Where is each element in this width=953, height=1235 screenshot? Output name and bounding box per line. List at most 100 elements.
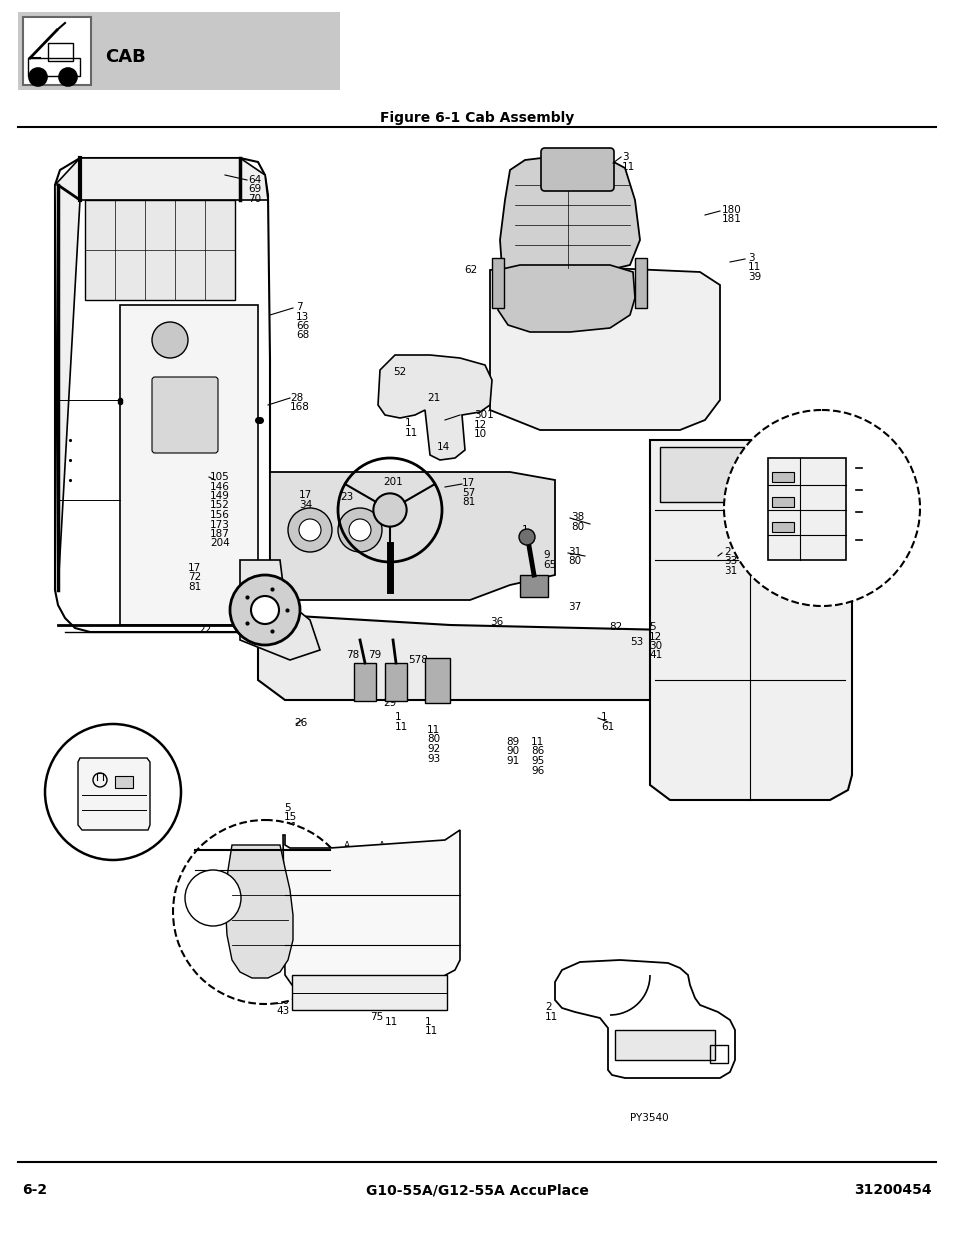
Circle shape (723, 410, 919, 606)
Text: 6-2: 6-2 (22, 1183, 47, 1197)
Text: 23: 23 (339, 492, 353, 501)
Text: 12: 12 (284, 947, 297, 957)
Text: 69: 69 (248, 184, 261, 194)
Text: 39: 39 (747, 272, 760, 282)
Text: 31200454: 31200454 (854, 1183, 931, 1197)
Text: 15: 15 (284, 813, 297, 823)
Text: 33: 33 (723, 557, 737, 567)
Text: 91: 91 (505, 756, 518, 766)
Bar (354, 663, 375, 701)
Bar (519, 576, 547, 597)
Text: 9: 9 (542, 550, 549, 559)
Bar (771, 522, 793, 532)
Circle shape (518, 529, 535, 545)
Bar (23, 17, 91, 85)
Polygon shape (55, 158, 270, 632)
Text: 11: 11 (405, 427, 417, 437)
Text: 1: 1 (405, 417, 411, 429)
Bar (385, 663, 407, 701)
Text: 146: 146 (210, 482, 230, 492)
Circle shape (152, 322, 188, 358)
Text: 3: 3 (621, 152, 628, 162)
Circle shape (349, 519, 371, 541)
Text: 22: 22 (198, 625, 211, 635)
Bar (292, 974, 447, 1010)
Text: 82: 82 (608, 622, 621, 632)
Text: 11: 11 (747, 263, 760, 273)
Text: 76: 76 (172, 892, 185, 902)
Text: 29: 29 (382, 698, 395, 708)
Circle shape (185, 869, 241, 926)
Text: 17: 17 (461, 478, 475, 488)
Circle shape (298, 519, 320, 541)
Circle shape (373, 493, 406, 526)
Circle shape (251, 597, 278, 624)
Text: 70: 70 (248, 194, 261, 204)
Polygon shape (225, 845, 293, 978)
Bar (659, 447, 834, 501)
Text: 301: 301 (474, 410, 494, 420)
Text: 80: 80 (571, 521, 583, 531)
Polygon shape (499, 157, 639, 272)
Text: 7: 7 (295, 303, 302, 312)
Text: 86: 86 (531, 746, 543, 757)
Polygon shape (78, 758, 150, 830)
Bar (28, 58, 80, 77)
Polygon shape (270, 472, 555, 600)
Text: 17: 17 (188, 563, 201, 573)
Polygon shape (490, 266, 720, 430)
Text: 168: 168 (290, 403, 310, 412)
Text: 20: 20 (275, 995, 289, 1007)
Text: 2: 2 (544, 1002, 551, 1011)
Text: 66: 66 (295, 321, 309, 331)
Text: 201: 201 (382, 477, 402, 487)
Text: 32: 32 (370, 1002, 383, 1011)
Text: 41: 41 (284, 957, 297, 967)
Polygon shape (283, 830, 459, 990)
Text: 92: 92 (427, 743, 439, 755)
Text: 43: 43 (275, 1005, 289, 1015)
Text: 81: 81 (188, 582, 201, 592)
Text: 149: 149 (210, 492, 230, 501)
Text: 11: 11 (424, 1026, 437, 1036)
Text: 90: 90 (505, 746, 518, 757)
Text: 6: 6 (284, 939, 291, 948)
Text: 156: 156 (210, 510, 230, 520)
Polygon shape (377, 354, 492, 459)
Text: Figure 6-1 Cab Assembly: Figure 6-1 Cab Assembly (379, 111, 574, 125)
Text: 52: 52 (393, 367, 406, 377)
Text: 14: 14 (436, 442, 450, 452)
Text: CAB: CAB (105, 48, 146, 65)
Text: 21: 21 (427, 393, 439, 403)
Bar (615, 1030, 714, 1060)
FancyBboxPatch shape (540, 148, 614, 191)
Text: 81: 81 (298, 509, 312, 519)
Polygon shape (497, 266, 635, 332)
Text: A: A (344, 841, 350, 850)
Text: 30: 30 (648, 641, 661, 651)
Text: 36: 36 (490, 618, 503, 627)
Text: 68: 68 (295, 331, 309, 341)
Polygon shape (240, 559, 319, 659)
FancyBboxPatch shape (152, 377, 218, 453)
Circle shape (337, 508, 381, 552)
Text: 72: 72 (188, 573, 201, 583)
Circle shape (230, 576, 299, 645)
Text: 81: 81 (461, 496, 475, 508)
Circle shape (29, 68, 47, 86)
Text: 578: 578 (408, 655, 428, 664)
Text: 3: 3 (747, 253, 754, 263)
Text: 5: 5 (284, 803, 291, 813)
Bar (18, 12, 339, 90)
Text: PY3540: PY3540 (629, 1113, 668, 1123)
Text: 173: 173 (210, 520, 230, 530)
Text: 80: 80 (567, 557, 580, 567)
Circle shape (45, 724, 181, 860)
Text: 11: 11 (531, 737, 543, 747)
Text: 80: 80 (427, 735, 439, 745)
Text: 96: 96 (531, 766, 543, 776)
Text: 18: 18 (698, 1032, 711, 1042)
Text: 11: 11 (621, 162, 635, 172)
Bar (424, 658, 450, 703)
Text: 31: 31 (567, 547, 580, 557)
